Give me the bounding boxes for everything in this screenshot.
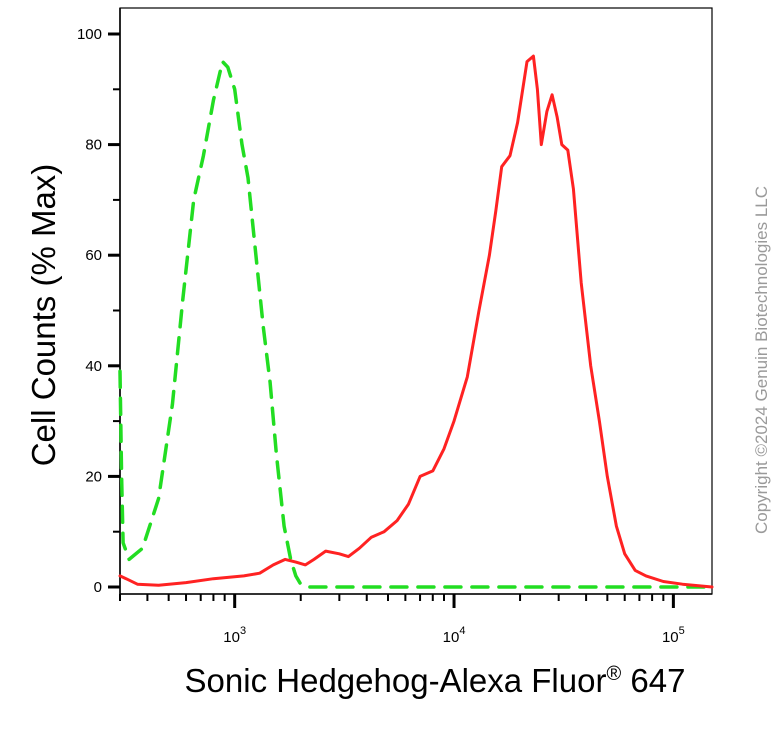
x-tick-label-base: 10 bbox=[223, 629, 240, 646]
axes bbox=[119, 7, 713, 595]
y-tick-label-20: 20 bbox=[85, 468, 102, 485]
x-tick-label-1000: 103 bbox=[223, 625, 246, 646]
x-tick-label-exponent: 3 bbox=[240, 625, 246, 637]
series-line-solid bbox=[118, 54, 714, 589]
y-tick-label-80: 80 bbox=[85, 137, 102, 154]
x-tick-label-10000: 104 bbox=[443, 625, 466, 646]
plot-frame bbox=[119, 7, 713, 595]
x-tick-label-exponent: 4 bbox=[459, 625, 465, 637]
y-tick-label-40: 40 bbox=[85, 358, 102, 375]
x-axis-label: Sonic Hedgehog-Alexa Fluor® 647 bbox=[185, 662, 686, 699]
y-tick-label-60: 60 bbox=[85, 247, 102, 264]
x-axis-label-registered-mark: ® bbox=[606, 663, 621, 685]
x-tick-label-exponent: 5 bbox=[679, 625, 685, 637]
x-tick-label-base: 10 bbox=[662, 629, 679, 646]
x-axis-ticks: 103 104 105 bbox=[119, 594, 685, 646]
series-layer bbox=[118, 54, 714, 589]
y-axis-label: Cell Counts (% Max) bbox=[25, 164, 62, 467]
series-line-dashed bbox=[118, 59, 714, 589]
x-tick-label-100000: 105 bbox=[662, 625, 685, 646]
y-axis-ticks: 0 20 40 60 80 100 bbox=[77, 26, 120, 596]
x-axis-label-tail: 647 bbox=[621, 662, 685, 699]
x-tick-label-base: 10 bbox=[443, 629, 460, 646]
copyright-notice: Copyright ©2024 Genuin Biotechnologies L… bbox=[752, 186, 771, 534]
y-tick-label-100: 100 bbox=[77, 26, 102, 43]
x-axis-label-main: Sonic Hedgehog-Alexa Fluor bbox=[185, 662, 607, 699]
y-tick-label-0: 0 bbox=[94, 579, 102, 596]
